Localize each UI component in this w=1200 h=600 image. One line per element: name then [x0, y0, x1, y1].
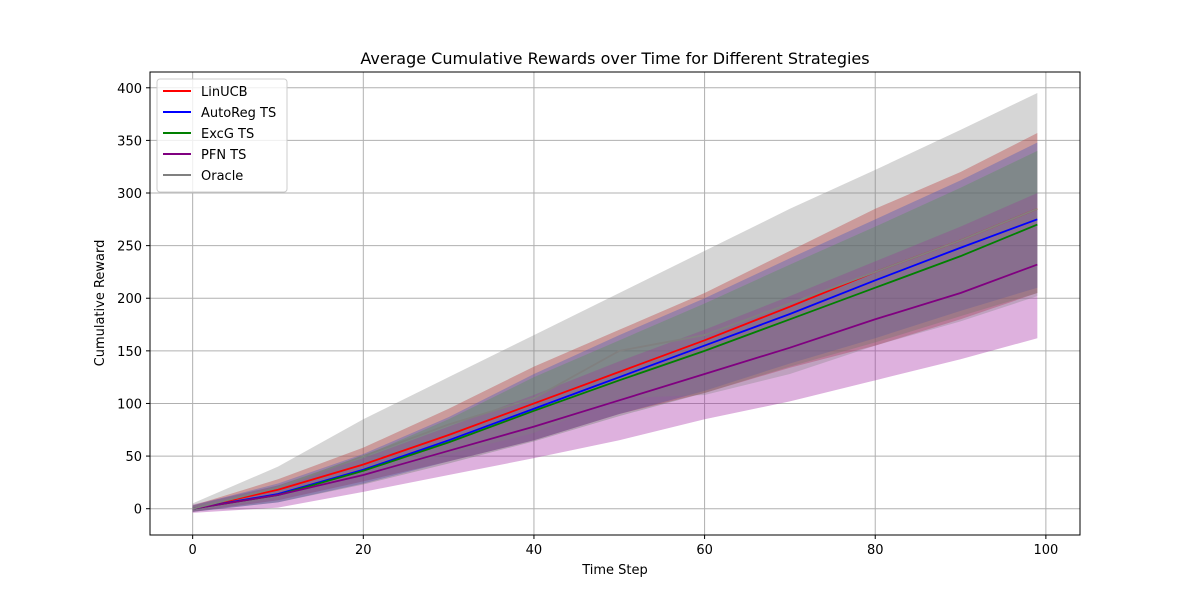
band-excg-ts	[192, 150, 1038, 512]
y-tick-label: 150	[117, 345, 142, 360]
x-tick-label: 0	[189, 543, 197, 558]
x-tick-label: 40	[526, 543, 543, 558]
line-excg-ts	[192, 223, 1038, 510]
band-oracle	[192, 93, 1038, 511]
x-axis-label: Time Step	[581, 563, 648, 578]
x-tick-label: 80	[867, 543, 884, 558]
y-tick-label: 400	[117, 82, 142, 97]
x-tick-label: 60	[696, 543, 713, 558]
y-tick-label: 200	[117, 292, 142, 307]
line-autoreg-ts	[192, 218, 1038, 510]
series-lines	[192, 207, 1038, 510]
legend-label: ExcG TS	[201, 127, 254, 142]
x-tick-label: 100	[1033, 543, 1058, 558]
x-axis-ticks: 0 20 40 60 80 100	[189, 535, 1058, 558]
y-tick-label: 50	[125, 450, 142, 465]
legend-label: Oracle	[201, 169, 243, 184]
legend-label: PFN TS	[201, 148, 246, 163]
band-autoreg-ts	[192, 142, 1038, 512]
y-axis-label: Cumulative Reward	[93, 240, 108, 367]
line-pfn-ts	[192, 263, 1038, 510]
plot-frame	[149, 71, 1081, 536]
grid	[150, 72, 1080, 535]
legend-label: AutoReg TS	[201, 106, 276, 121]
x-tick-label: 20	[355, 543, 372, 558]
y-tick-label: 0	[134, 503, 142, 518]
band-pfn-ts	[192, 193, 1038, 513]
y-tick-label: 350	[117, 134, 142, 149]
y-tick-label: 100	[117, 397, 142, 412]
y-tick-label: 250	[117, 240, 142, 255]
chart-title: Average Cumulative Rewards over Time for…	[360, 49, 869, 68]
line-oracle	[192, 207, 1038, 510]
y-tick-label: 300	[117, 187, 142, 202]
legend-label: LinUCB	[201, 85, 248, 100]
legend: LinUCB AutoReg TS ExcG TS PFN TS Oracle	[156, 78, 288, 193]
legend-box	[156, 78, 288, 193]
y-axis-ticks: 0 50 100 150 200 250 300 350 400	[117, 82, 150, 518]
